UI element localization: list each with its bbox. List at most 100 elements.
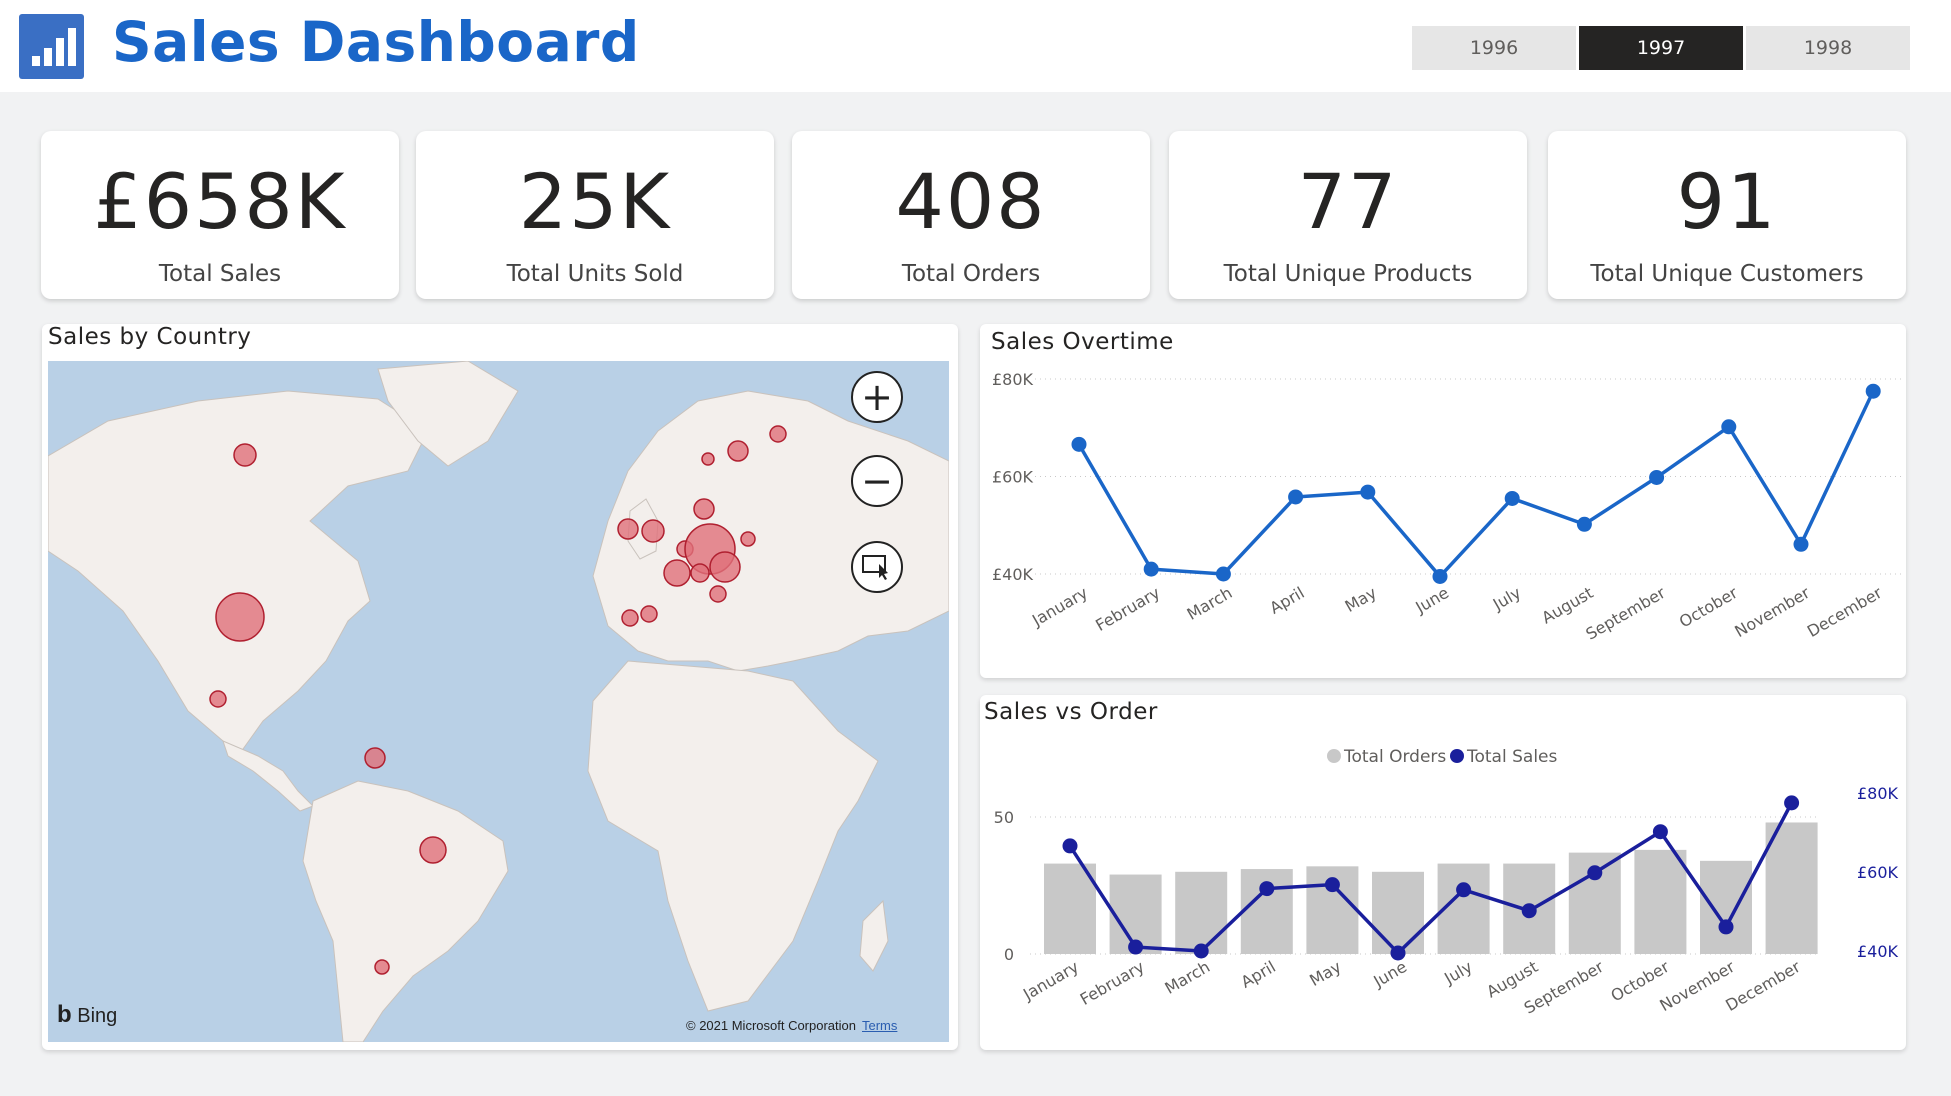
plus-icon: + <box>861 375 893 419</box>
map-title: Sales by Country <box>48 324 252 350</box>
bar-chart-icon <box>19 14 84 79</box>
bubble-uk[interactable] <box>641 519 665 543</box>
bubble-usa[interactable] <box>215 592 265 642</box>
y2-tick-label: £40K <box>1857 942 1899 961</box>
year-tab-1997[interactable]: 1997 <box>1579 26 1743 70</box>
sales-overtime-panel: Sales Overtime £40K £60K £80K January Februa… <box>980 324 1906 678</box>
x-tick-label: December <box>1804 583 1886 641</box>
sales-point[interactable] <box>1215 566 1231 582</box>
x-tick-label: February <box>1092 583 1163 635</box>
zoom-out-button[interactable]: − <box>851 455 903 507</box>
sales-point[interactable] <box>1504 490 1520 506</box>
sales-point[interactable] <box>1649 469 1665 485</box>
kpi-value: 77 <box>1297 157 1399 246</box>
y-tick-label: £80K <box>992 370 1034 389</box>
copyright-text: © 2021 Microsoft Corporation <box>686 1018 856 1033</box>
sales-point[interactable] <box>1587 865 1603 881</box>
sales-point[interactable] <box>1784 795 1800 811</box>
sales-point[interactable] <box>1718 919 1734 935</box>
bubble-portugal[interactable] <box>621 609 639 627</box>
year-tab-1998[interactable]: 1998 <box>1746 26 1910 70</box>
kpi-label: Total Unique Customers <box>1590 261 1864 287</box>
sales-point[interactable] <box>1456 882 1472 898</box>
sales-point[interactable] <box>1390 945 1406 961</box>
sales-point[interactable] <box>1521 903 1537 919</box>
bubble-spain[interactable] <box>640 605 658 623</box>
bubble-norway[interactable] <box>701 452 715 466</box>
sales-point[interactable] <box>1652 824 1668 840</box>
bubble-venezuela[interactable] <box>364 747 386 769</box>
sales-point[interactable] <box>1259 881 1275 897</box>
bubble-italy[interactable] <box>709 585 727 603</box>
bubble-canada[interactable] <box>233 443 257 467</box>
x-tick-label: March <box>1161 957 1213 998</box>
x-tick-label: January <box>1019 957 1082 1004</box>
legend-orders-label: Total Orders <box>1343 747 1446 767</box>
sales-point[interactable] <box>1324 877 1340 893</box>
world-map[interactable]: + − b Bing © 2021 Microsoft Corporation T… <box>48 361 949 1042</box>
x-tick-label: December <box>1722 957 1804 1015</box>
orders-bar[interactable] <box>1634 849 1687 954</box>
x-tick-label: January <box>1028 583 1091 630</box>
legend-orders-dot <box>1327 749 1341 763</box>
sales-point[interactable] <box>1865 383 1881 399</box>
kpi-label: Total Sales <box>158 261 282 287</box>
x-tick-label: May <box>1306 957 1344 990</box>
kpi-card-total-sales: £658K Total Sales <box>41 131 399 299</box>
world-map-svg <box>48 361 949 1042</box>
bubble-argentina[interactable] <box>374 959 390 975</box>
x-tick-label: April <box>1266 583 1307 618</box>
sales-point[interactable] <box>1071 436 1087 452</box>
kpi-value: 91 <box>1676 157 1778 246</box>
sales-point[interactable] <box>1193 943 1209 959</box>
bubble-austria[interactable] <box>709 551 741 583</box>
kpi-label: Total Unique Products <box>1223 261 1473 287</box>
bubble-poland[interactable] <box>740 531 756 547</box>
sales-vs-order-chart: Total Orders Total Sales 0 50 £40K £60K £80K Ja… <box>994 747 1899 1018</box>
sales-point[interactable] <box>1793 536 1809 552</box>
kpi-card-total-unique-products: 77 Total Unique Products <box>1169 131 1527 299</box>
y-tick-label: £40K <box>992 565 1034 584</box>
x-tick-label: February <box>1077 957 1148 1009</box>
sales-point[interactable] <box>1360 484 1376 500</box>
x-tick-label: August <box>1538 583 1596 627</box>
bubble-ireland[interactable] <box>617 518 639 540</box>
bubble-denmark[interactable] <box>693 498 715 520</box>
sales-point[interactable] <box>1576 516 1592 532</box>
bubble-brazil[interactable] <box>419 836 447 864</box>
legend-sales-dot <box>1450 749 1464 763</box>
bubble-france[interactable] <box>663 559 691 587</box>
orders-bar[interactable] <box>1765 822 1818 954</box>
y2-tick-label: £60K <box>1857 863 1899 882</box>
select-cursor-icon <box>862 555 888 580</box>
bubble-sweden[interactable] <box>727 440 749 462</box>
bubble-finland[interactable] <box>769 425 787 443</box>
sales-point[interactable] <box>1288 489 1304 505</box>
kpi-value: £658K <box>93 157 347 246</box>
sales-point[interactable] <box>1721 419 1737 435</box>
terms-link[interactable]: Terms <box>862 1018 898 1033</box>
sales-point[interactable] <box>1128 939 1144 955</box>
x-tick-label: November <box>1731 583 1813 641</box>
bubble-switzerland[interactable] <box>690 563 710 583</box>
x-tick-label: September <box>1583 583 1669 644</box>
sales-point[interactable] <box>1062 838 1078 854</box>
orders-bar[interactable] <box>1372 871 1424 954</box>
sales-point[interactable] <box>1432 568 1448 584</box>
orders-bar[interactable] <box>1700 860 1752 954</box>
y-tick-label: 50 <box>994 808 1014 827</box>
y2-tick-label: £80K <box>1857 784 1899 803</box>
sales-point[interactable] <box>1143 561 1159 577</box>
x-tick-label: June <box>1369 957 1410 991</box>
year-tab-1996[interactable]: 1996 <box>1412 26 1576 70</box>
orders-bar[interactable] <box>1044 863 1096 954</box>
land-masses <box>48 361 949 1042</box>
map-copyright: © 2021 Microsoft Corporation Terms <box>686 1018 897 1033</box>
kpi-card-total-units-sold: 25K Total Units Sold <box>416 131 774 299</box>
bubble-mexico[interactable] <box>209 690 227 708</box>
sales-overtime-title: Sales Overtime <box>991 329 1174 355</box>
legend-sales-label: Total Sales <box>1466 747 1557 767</box>
orders-bar[interactable] <box>1175 871 1228 954</box>
zoom-in-button[interactable]: + <box>851 371 903 423</box>
select-tool-button[interactable] <box>851 541 903 593</box>
